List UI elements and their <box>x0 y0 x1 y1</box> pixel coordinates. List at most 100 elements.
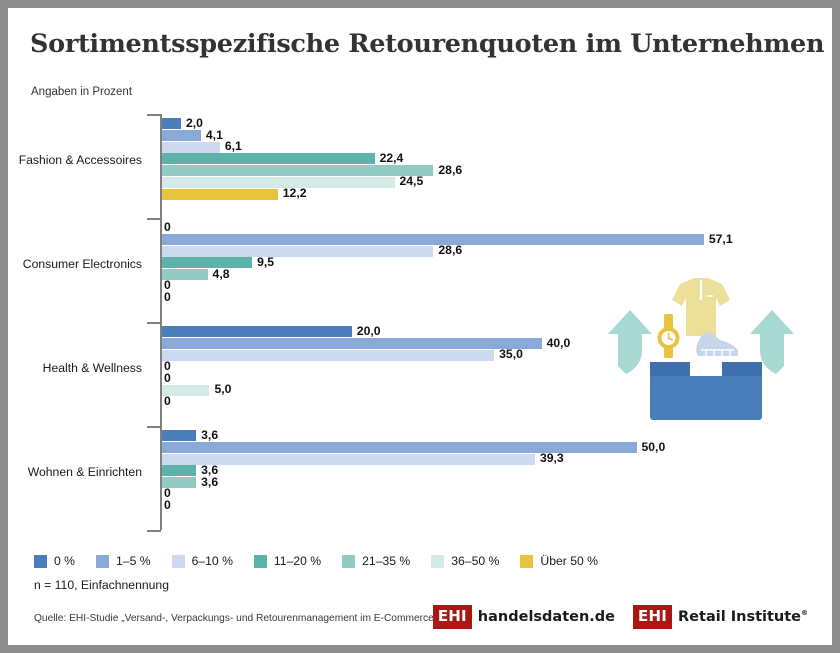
legend-item[interactable]: 11–20 % <box>253 554 322 568</box>
bar-value-label: 0 <box>164 486 171 501</box>
bar-value-label: 12,2 <box>282 185 307 200</box>
chart-subtitle: Angaben in Prozent <box>31 86 133 98</box>
bar-value-label: 4,8 <box>212 266 230 281</box>
bar-value-label: 22,4 <box>379 150 404 165</box>
bar-value-label: 6,1 <box>224 139 242 154</box>
bar-row: 0 <box>162 394 822 408</box>
bar-value-label: 57,1 <box>708 231 733 246</box>
logo-retail-institute: EHI Retail Institute® <box>633 605 808 629</box>
legend-item[interactable]: 1–5 % <box>96 554 151 568</box>
logo-retail-institute-text: Retail Institute® <box>678 609 808 625</box>
bar-value-label: 2,0 <box>185 115 203 130</box>
axis-tick <box>147 114 161 116</box>
shirt-icon <box>672 278 730 336</box>
axis-tick <box>147 218 161 220</box>
page-title: Sortimentsspezifische Retourenquoten im … <box>30 29 825 59</box>
logo-handelsdaten-text: handelsdaten.de <box>477 609 616 625</box>
bar <box>162 384 210 396</box>
bar <box>162 257 253 269</box>
bar-value-label: 28,6 <box>438 162 463 177</box>
legend-swatch <box>342 554 356 568</box>
bar-value-label: 0 <box>164 278 171 293</box>
bar-value-label: 28,6 <box>438 243 463 258</box>
legend-label: Über 50 % <box>540 554 598 568</box>
bar <box>162 477 197 489</box>
bar-row: 24,5 <box>162 174 822 188</box>
bar-stack: 3,6 50,0 39,3 3,6 3,6 0 0 <box>162 427 822 512</box>
bar-row: 2,0 <box>162 115 822 130</box>
bar-value-label: 50,0 <box>641 439 666 454</box>
axis-tick <box>147 322 161 324</box>
bar-row: 0 <box>162 370 822 385</box>
axis-tick <box>147 426 161 428</box>
bar-row: 5,0 <box>162 382 822 397</box>
bar-stack: 20,0 40,0 35,0 0 0 5,0 0 <box>162 323 822 408</box>
logo-handelsdaten: EHI handelsdaten.de <box>432 605 616 629</box>
bar-row: 28,6 <box>162 243 822 258</box>
bar-value-label: 3,6 <box>201 427 219 442</box>
bar-value-label: 0 <box>164 497 171 512</box>
axis-tick <box>147 530 161 532</box>
bar-value-label: 5,0 <box>214 382 232 397</box>
bar <box>162 153 375 165</box>
legend-item[interactable]: 6–10 % <box>171 554 233 568</box>
bar-value-label: 0 <box>164 358 171 373</box>
arrow-left-icon <box>608 310 652 374</box>
ehi-mark-icon: EHI <box>633 605 673 629</box>
bar-groups: Fashion & Accessoires 2,0 4,1 6,1 22,4 28,6 24… <box>8 108 832 524</box>
bar <box>162 349 495 361</box>
legend-swatch <box>431 554 445 568</box>
bar-value-label: 20,0 <box>356 323 381 338</box>
bar-row: 0 <box>162 290 822 304</box>
legend-label: 11–20 % <box>273 554 322 568</box>
legend-item[interactable]: 21–35 % <box>342 554 410 568</box>
bar-value-label: 39,3 <box>539 451 564 466</box>
bar-stack: 2,0 4,1 6,1 22,4 28,6 24,5 12,2 <box>162 115 822 200</box>
bar <box>162 176 395 188</box>
bar <box>162 269 208 281</box>
bar-row: 4,1 <box>162 127 822 142</box>
arrow-right-icon <box>750 310 794 374</box>
bar-row: 57,1 <box>162 231 822 246</box>
bar-row: 40,0 <box>162 336 822 350</box>
bar-stack: 0 57,1 28,6 9,5 4,8 0 0 <box>162 220 822 304</box>
bar-row: 6,1 <box>162 139 822 154</box>
bar-group: Consumer Electronics 0 57,1 28,6 9,5 4,8 0 0 <box>8 212 832 316</box>
shoe-icon <box>696 332 738 356</box>
category-label: Consumer Electronics <box>22 257 142 271</box>
bar-group: Fashion & Accessoires 2,0 4,1 6,1 22,4 28,6 24… <box>8 108 832 212</box>
bar <box>162 326 352 338</box>
bar <box>162 188 278 200</box>
legend-swatch <box>34 554 47 568</box>
bar <box>162 234 704 246</box>
bar-row: 3,6 <box>162 427 822 442</box>
bar <box>162 338 542 350</box>
category-label: Health & Wellness <box>42 361 142 375</box>
bar-value-label: 4,1 <box>205 127 223 142</box>
bar-row: 28,6 <box>162 162 822 177</box>
sample-size-note: n = 110, Einfachnennung <box>34 578 169 592</box>
bar <box>162 130 201 142</box>
source-note: Quelle: EHI-Studie „Versand-, Verpackung… <box>34 613 463 624</box>
bar-row: 9,5 <box>162 255 822 269</box>
chart-legend: 0 % 1–5 % 6–10 % 11–20 % 21–35 % 36–50 % Über … <box>34 554 619 568</box>
category-label: Fashion & Accessoires <box>18 153 142 167</box>
bar-group: Wohnen & Einrichten 3,6 50,0 39,3 3,6 3,6 0 0 <box>8 420 832 524</box>
bar-row: 0 <box>162 278 822 293</box>
bar <box>162 442 637 454</box>
legend-label: 21–35 % <box>362 554 411 568</box>
legend-item[interactable]: 0 % <box>34 554 75 568</box>
chart-card: Sortimentsspezifische Retourenquoten im … <box>8 8 832 645</box>
legend-label: 0 % <box>54 554 76 568</box>
legend-item[interactable]: 36–50 % <box>431 554 499 568</box>
bar-row: 12,2 <box>162 185 822 200</box>
bar-value-label: 0 <box>164 370 171 385</box>
bar <box>162 141 220 153</box>
bar <box>162 118 181 130</box>
bar-row: 4,8 <box>162 266 822 281</box>
legend-item[interactable]: Über 50 % <box>520 554 598 568</box>
legend-label: 36–50 % <box>451 554 500 568</box>
legend-swatch <box>520 554 534 568</box>
bar <box>162 245 434 257</box>
bar-value-label: 3,6 <box>201 462 219 477</box>
